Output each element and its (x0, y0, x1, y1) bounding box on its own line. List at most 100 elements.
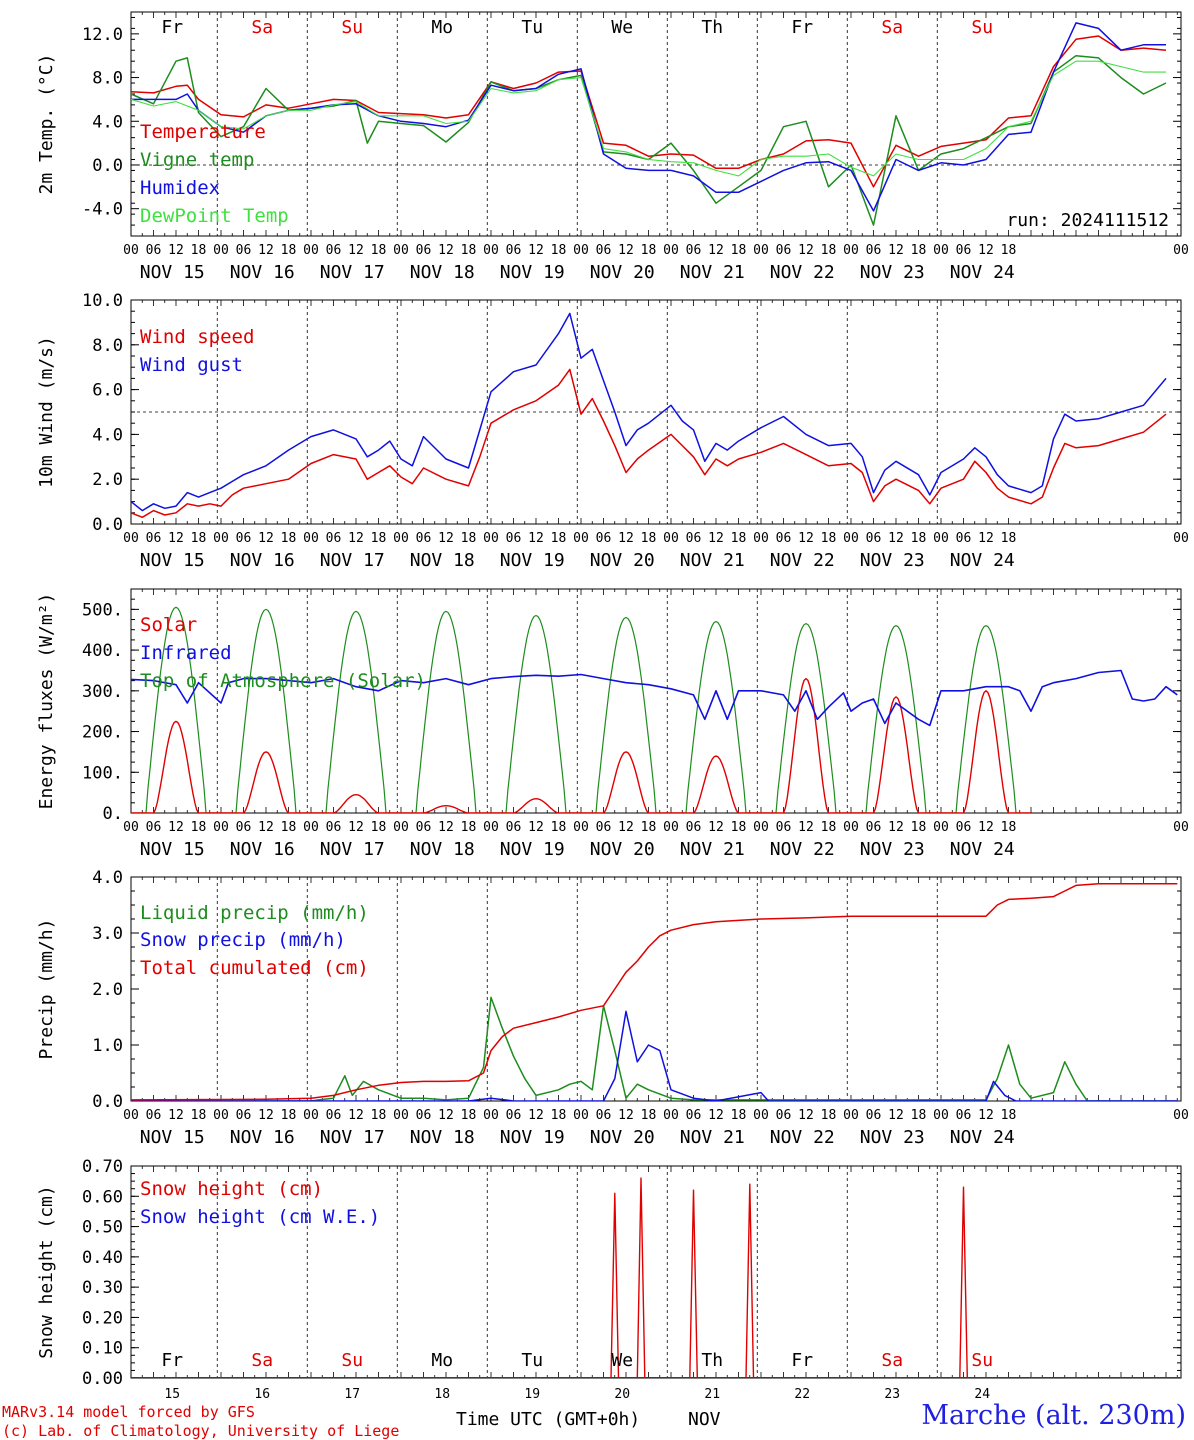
hour-tick-label: 00 (303, 820, 319, 835)
hour-tick-label: 12 (708, 1108, 724, 1123)
hour-tick-label: 06 (326, 531, 342, 546)
hour-tick-label: 18 (551, 243, 567, 258)
date-label: NOV 20 (590, 1127, 655, 1148)
y-tick-label: 0.60 (82, 1187, 123, 1207)
y-tick-label: 0.10 (82, 1339, 123, 1359)
day-number-label: 17 (344, 1387, 360, 1402)
hour-tick-label: 06 (686, 531, 702, 546)
hour-tick-label: 00 (483, 531, 499, 546)
hour-tick-label: 00 (843, 531, 859, 546)
legend-entry: Snow precip (mm/h) (140, 929, 346, 951)
hour-tick-label: 06 (596, 820, 612, 835)
hour-tick-label: 06 (236, 1108, 252, 1123)
hour-tick-label: 00 (393, 243, 409, 258)
day-number-label: 24 (974, 1387, 990, 1402)
hour-tick-label: 18 (821, 820, 837, 835)
legend-entry: Snow height (cm W.E.) (140, 1206, 380, 1228)
date-label: NOV 17 (320, 1127, 385, 1148)
hour-tick-label: 06 (146, 531, 162, 546)
hour-tick-label: 12 (168, 243, 184, 258)
hour-tick-label: 18 (1001, 531, 1017, 546)
y-axis-label: 10m Wind (m/s) (36, 336, 57, 488)
hour-tick-label: 12 (978, 531, 994, 546)
date-label: NOV 21 (680, 262, 745, 283)
y-tick-label: 2.0 (92, 980, 123, 1000)
date-label: NOV 23 (860, 839, 925, 860)
hour-tick-label: 00 (393, 531, 409, 546)
panel-5: 0.00 0.10 0.20 0.30 0.40 0.50 0.60 0.70 Snow hei… (36, 1157, 1182, 1430)
hour-tick-label: 00 (483, 820, 499, 835)
solar-curve (581, 751, 671, 813)
date-label: NOV 19 (500, 1127, 565, 1148)
panel-2: 0.0 2.0 4.0 6.0 8.0 10.0 10m Wind (m/s) Wind sp… (36, 291, 1189, 571)
hour-tick-label: 12 (168, 820, 184, 835)
hour-tick-label: 18 (911, 243, 927, 258)
hour-tick-label: 06 (776, 1108, 792, 1123)
date-label: NOV 22 (770, 262, 835, 283)
solar-curve (221, 751, 311, 813)
hour-tick-label: 12 (438, 243, 454, 258)
hour-tick-label: 00 (753, 531, 769, 546)
toa-solar-curve (851, 625, 941, 813)
hour-tick-label: 00 (663, 531, 679, 546)
hour-tick-label: 06 (146, 1108, 162, 1123)
solar-curve (761, 677, 851, 813)
month-label: NOV (688, 1409, 721, 1430)
hour-tick-label: 18 (191, 820, 207, 835)
day-of-week-label: Fr (161, 17, 183, 38)
hour-tick-label: 06 (596, 531, 612, 546)
toa-solar-curve (401, 610, 491, 813)
plot-frame (130, 588, 1182, 814)
date-label: NOV 24 (950, 839, 1015, 860)
y-tick-label: -4.0 (82, 200, 123, 220)
hour-tick-label: 18 (821, 531, 837, 546)
toa-solar-curve (581, 616, 671, 813)
hour-tick-label: 12 (978, 820, 994, 835)
hour-tick-label: 00 (933, 243, 949, 258)
date-label: NOV 16 (230, 262, 295, 283)
hour-tick-label: 06 (956, 243, 972, 258)
hour-tick-label: 18 (1001, 1108, 1017, 1123)
day-number-label: 16 (254, 1387, 270, 1402)
solar-curve (401, 805, 491, 813)
date-label: NOV 16 (230, 550, 295, 571)
hour-tick-label: 00 (843, 1108, 859, 1123)
y-tick-label: 3.0 (92, 924, 123, 944)
model-credit: MARv3.14 model forced by GFS (2, 1403, 255, 1421)
series-line (131, 22, 1166, 212)
series-line (131, 312, 1167, 512)
y-tick-label: 4.0 (92, 425, 123, 445)
series-line (131, 882, 1178, 1101)
day-number-label: 20 (614, 1387, 630, 1402)
hour-tick-label: 00 (123, 243, 139, 258)
legend-entry: Top of Atmosphere (Solar) (140, 670, 426, 692)
hour-tick-label: 18 (191, 1108, 207, 1123)
hour-tick-label: 06 (866, 243, 882, 258)
date-label: NOV 16 (230, 1127, 295, 1148)
hour-tick-label: 06 (596, 1108, 612, 1123)
hour-tick-label: 18 (731, 1108, 747, 1123)
hour-tick-label: 12 (618, 820, 634, 835)
day-of-week-label: Su (971, 1350, 993, 1371)
series-line (131, 368, 1167, 519)
hour-tick-label: 00 (213, 243, 229, 258)
day-of-week-label: We (611, 17, 633, 38)
snow-height-spike (959, 1186, 968, 1378)
day-of-week-label: Mo (431, 17, 453, 38)
hour-tick-label: 00 (303, 1108, 319, 1123)
hour-tick-label: 18 (461, 1108, 477, 1123)
hour-tick-label: 06 (326, 243, 342, 258)
hour-tick-label: 18 (371, 1108, 387, 1123)
hour-tick-label: 18 (281, 243, 297, 258)
hour-tick-label: 06 (686, 243, 702, 258)
y-tick-label: 0.20 (82, 1308, 123, 1328)
hour-tick-label: 18 (551, 820, 567, 835)
toa-solar-curve (671, 620, 761, 813)
hour-tick-label: 18 (821, 1108, 837, 1123)
hour-tick-label: 18 (821, 243, 837, 258)
y-tick-label: 100. (82, 763, 123, 783)
hour-tick-label: 12 (258, 1108, 274, 1123)
day-of-week-label: Mo (431, 1350, 453, 1371)
hour-tick-label: 18 (461, 820, 477, 835)
panel-1: -4.0 0.0 4.0 8.0 12.0 2m Temp. (°C) Temperatur… (36, 11, 1189, 283)
